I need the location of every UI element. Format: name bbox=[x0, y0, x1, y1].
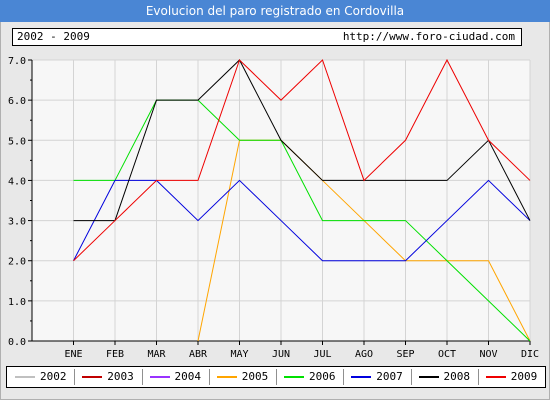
legend-divider bbox=[343, 369, 345, 385]
legend-swatch bbox=[284, 376, 304, 378]
legend-item-2008: 2008 bbox=[418, 370, 471, 384]
x-tick-label: DIC bbox=[521, 349, 539, 360]
legend-item-2003: 2003 bbox=[82, 370, 134, 384]
legend-divider bbox=[477, 369, 479, 385]
x-tick-label: ABR bbox=[189, 349, 208, 360]
y-tick-label: 3.0 bbox=[8, 217, 26, 228]
legend-divider bbox=[276, 369, 277, 385]
series-line-2009 bbox=[73, 58, 531, 262]
x-tick-label: ENE bbox=[64, 349, 82, 360]
legend-swatch bbox=[15, 376, 35, 378]
legend-swatch bbox=[216, 376, 237, 378]
chart-title: Evolucion del paro registrado en Cordovi… bbox=[0, 0, 550, 22]
legend-label: 2002 bbox=[40, 370, 67, 383]
year-range: 2002 - 2009 bbox=[17, 30, 90, 43]
legend-label: 2008 bbox=[443, 370, 471, 383]
legend-item-2006: 2006 bbox=[284, 370, 336, 384]
legend-divider bbox=[74, 369, 76, 385]
legend-swatch bbox=[82, 376, 103, 378]
chart-legend: 2002 2003 2004 2005 2006 2007 2008 2009 bbox=[6, 366, 546, 388]
x-tick-label: SEP bbox=[396, 349, 414, 360]
y-tick-label: 6.0 bbox=[8, 96, 26, 107]
legend-label: 2009 bbox=[510, 370, 538, 383]
y-tick-label: 7.0 bbox=[8, 56, 26, 67]
legend-swatch bbox=[149, 376, 170, 378]
legend-divider bbox=[141, 369, 143, 385]
x-tick-label: OCT bbox=[438, 349, 456, 360]
legend-swatch bbox=[485, 376, 506, 378]
y-tick-label: 4.0 bbox=[8, 176, 26, 187]
x-tick-label: JUN bbox=[272, 349, 290, 360]
x-tick-label: AGO bbox=[355, 349, 373, 360]
x-tick-label: FEB bbox=[106, 349, 124, 360]
x-tick-label: MAR bbox=[147, 349, 166, 360]
y-tick-label: 0.0 bbox=[8, 337, 26, 348]
legend-item-2004: 2004 bbox=[149, 370, 202, 384]
y-tick-label: 5.0 bbox=[8, 136, 26, 147]
y-tick-label: 2.0 bbox=[8, 257, 26, 268]
legend-divider bbox=[410, 369, 412, 385]
y-tick-label: 1.0 bbox=[8, 297, 26, 308]
x-tick-label: NOV bbox=[479, 349, 497, 360]
legend-label: 2007 bbox=[376, 370, 403, 383]
series-line-2007 bbox=[73, 179, 531, 262]
source-url[interactable]: http://www.foro-ciudad.com bbox=[342, 30, 515, 43]
series-line-2006 bbox=[73, 99, 531, 342]
legend-item-2005: 2005 bbox=[216, 370, 269, 384]
legend-item-2007: 2007 bbox=[351, 370, 403, 384]
legend-swatch bbox=[418, 376, 439, 378]
legend-label: 2003 bbox=[107, 370, 134, 383]
legend-label: 2006 bbox=[309, 370, 336, 383]
info-bar: 2002 - 2009 http://www.foro-ciudad.com bbox=[12, 28, 522, 46]
series-line-2008 bbox=[73, 59, 531, 222]
x-tick-label: JUL bbox=[313, 349, 331, 360]
x-tick-label: MAY bbox=[230, 349, 248, 360]
legend-item-2009: 2009 bbox=[485, 370, 538, 384]
legend-item-2002: 2002 bbox=[15, 370, 67, 384]
legend-divider bbox=[208, 369, 210, 385]
legend-label: 2005 bbox=[241, 370, 269, 383]
legend-swatch bbox=[351, 376, 372, 378]
legend-label: 2004 bbox=[174, 370, 202, 383]
